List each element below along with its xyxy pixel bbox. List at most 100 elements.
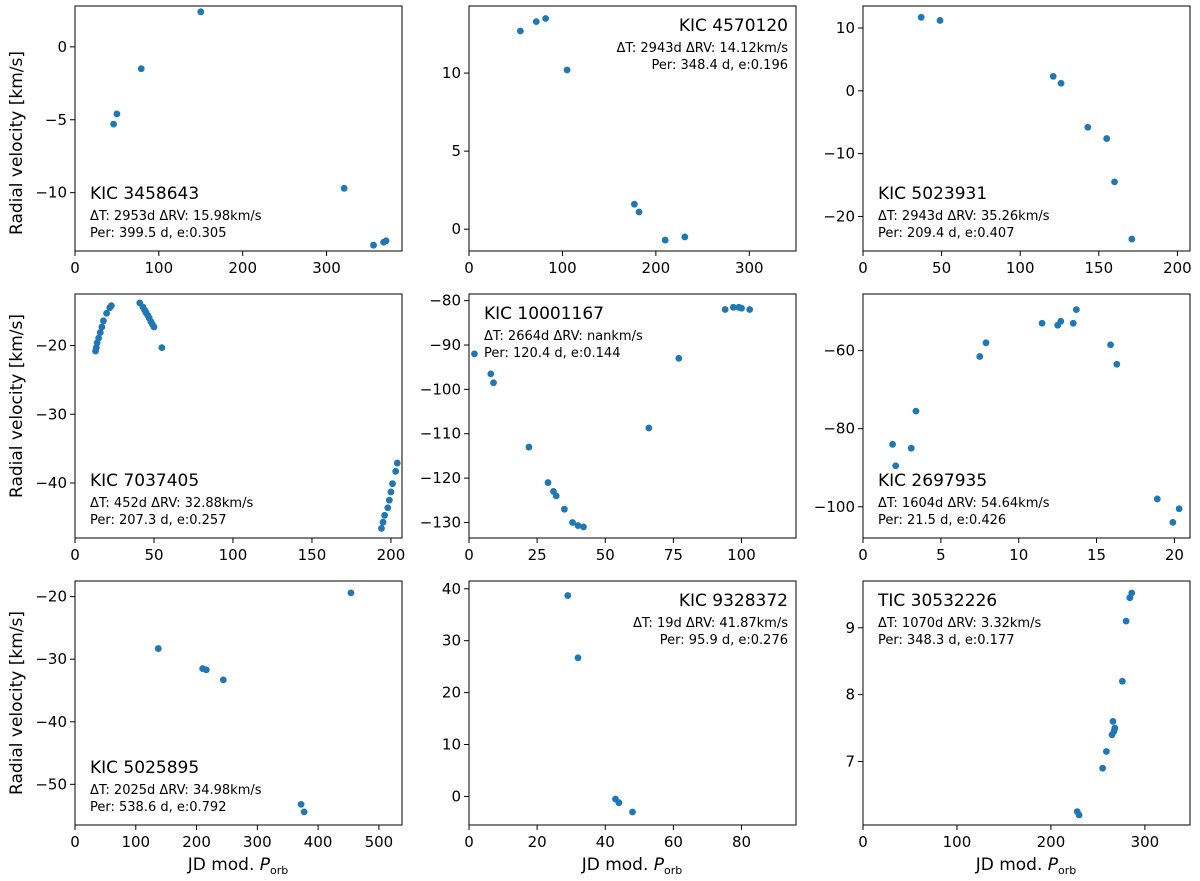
x-axis-label-text: JD mod. <box>581 855 654 875</box>
data-point <box>721 306 729 313</box>
data-point <box>1075 811 1083 819</box>
data-point <box>154 645 162 652</box>
y-tick-label: −20 <box>823 207 855 225</box>
y-axis-label-row1: Radial velocity [km/s] <box>7 51 27 235</box>
data-point <box>681 233 689 241</box>
y-tick-label: −20 <box>35 337 67 355</box>
x-axis-label-subscript: orb <box>664 864 682 877</box>
data-point <box>385 496 393 504</box>
y-axis-label-row3: Radial velocity [km/s] <box>7 611 27 795</box>
data-point <box>574 522 582 529</box>
panel-9: 0 100 200 300 7 8 9 TIC 30532226 ΔT: 1070d ΔRV: … <box>845 580 1191 851</box>
star-info-span: ΔT: 2664d ΔRV: nankm/s <box>484 329 643 344</box>
x-tick-label: 20 <box>528 833 547 851</box>
data-point <box>202 666 210 674</box>
star-info-orbit: Per: 120.4 d, e:0.144 <box>484 346 620 361</box>
data-point <box>1049 72 1057 80</box>
data-point <box>1102 748 1110 755</box>
x-tick-label: 100 <box>1006 259 1035 277</box>
data-point <box>107 302 115 310</box>
data-point <box>389 480 396 488</box>
data-point <box>917 13 925 21</box>
star-name: KIC 3458643 <box>90 184 199 204</box>
data-point <box>1069 319 1077 327</box>
x-tick-label: 200 <box>182 833 211 851</box>
star-info-span: ΔT: 2953d ΔRV: 15.98km/s <box>90 209 262 224</box>
data-point <box>746 306 754 313</box>
x-tick-label: 200 <box>642 259 671 277</box>
x-axis-label-symbol: P <box>1048 855 1059 875</box>
y-tick-label: −30 <box>35 650 67 668</box>
data-point <box>113 110 121 118</box>
x-axis-label-text: JD mod. <box>975 855 1048 875</box>
data-point <box>525 443 533 451</box>
star-name: TIC 30532226 <box>877 591 997 611</box>
data-point <box>158 344 166 352</box>
star-info-orbit: Per: 348.3 d, e:0.177 <box>878 633 1014 648</box>
plot-frame <box>74 5 403 252</box>
data-point <box>982 339 990 347</box>
x-tick-label: 0 <box>858 833 868 851</box>
x-tick-label: 200 <box>1037 833 1066 851</box>
x-tick-label: 60 <box>664 833 683 851</box>
plot-frame <box>74 293 403 539</box>
data-point <box>340 184 348 192</box>
panel-3: 0 50 100 150 200 −20 −10 0 10 KIC 5023931 ΔT: 2943… <box>823 5 1192 277</box>
data-point <box>516 27 524 35</box>
y-tick-label: −10 <box>823 145 855 163</box>
data-point <box>912 407 920 415</box>
y-tick-label: −5 <box>45 111 67 129</box>
data-point <box>635 208 643 216</box>
x-tick-label: 200 <box>228 259 257 277</box>
x-tick-label: 100 <box>121 833 150 851</box>
data-point <box>393 459 401 467</box>
panel-1: 0 100 200 300 −10 −5 0 KIC 3458643 ΔT: 2953d ΔRV… <box>35 5 403 277</box>
star-info-span: ΔT: 1070d ΔRV: 3.32km/s <box>878 616 1041 631</box>
x-tick-label: 200 <box>377 546 406 564</box>
data-point <box>1153 495 1161 503</box>
data-point <box>675 354 683 362</box>
data-point <box>487 370 495 378</box>
data-point <box>300 808 308 816</box>
plot-frame <box>74 580 403 826</box>
x-axis-label-symbol: P <box>260 855 271 875</box>
data-point <box>532 18 540 26</box>
panel-8: 0 20 40 60 80 0 10 20 30 40 KIC 9328372 ΔT: 19d ΔRV… <box>442 580 797 851</box>
y-tick-label: −130 <box>420 513 461 531</box>
y-tick-label: 0 <box>845 82 855 100</box>
data-point <box>564 592 572 599</box>
y-tick-label: −80 <box>823 420 855 438</box>
data-point <box>297 800 305 808</box>
x-tick-label: 80 <box>732 833 751 851</box>
data-point <box>563 66 571 74</box>
y-axis-label-row2: Radial velocity [km/s] <box>7 314 27 498</box>
star-info-orbit: Per: 399.5 d, e:0.305 <box>90 226 226 241</box>
y-tick-label: −110 <box>420 425 461 443</box>
plot-frame <box>862 580 1191 826</box>
y-tick-label: −90 <box>429 336 461 354</box>
x-tick-label: 0 <box>70 259 80 277</box>
data-point <box>1107 341 1114 349</box>
star-name: KIC 9328372 <box>679 591 788 611</box>
plot-frame <box>468 5 797 252</box>
data-point <box>137 65 145 73</box>
y-tick-label: −10 <box>35 184 67 202</box>
y-tick-label: −50 <box>35 775 67 793</box>
data-point <box>544 479 552 486</box>
star-name: KIC 2697935 <box>878 471 987 491</box>
data-point <box>560 505 568 513</box>
data-point <box>382 237 390 245</box>
data-point <box>1072 306 1080 314</box>
plot-frame <box>468 580 797 826</box>
data-point <box>381 511 389 519</box>
plot-frame <box>862 293 1191 539</box>
data-point <box>729 303 737 311</box>
data-point <box>1175 505 1183 513</box>
data-point <box>580 523 587 531</box>
panel-4: 0 50 100 150 200 −40 −30 −20 KIC 7037405 ΔT: 452d… <box>35 293 406 564</box>
star-info-orbit: Per: 209.4 d, e:0.407 <box>878 226 1014 241</box>
data-point <box>1038 319 1046 327</box>
data-point <box>370 241 377 249</box>
data-point <box>1128 235 1136 243</box>
data-point <box>96 329 104 336</box>
